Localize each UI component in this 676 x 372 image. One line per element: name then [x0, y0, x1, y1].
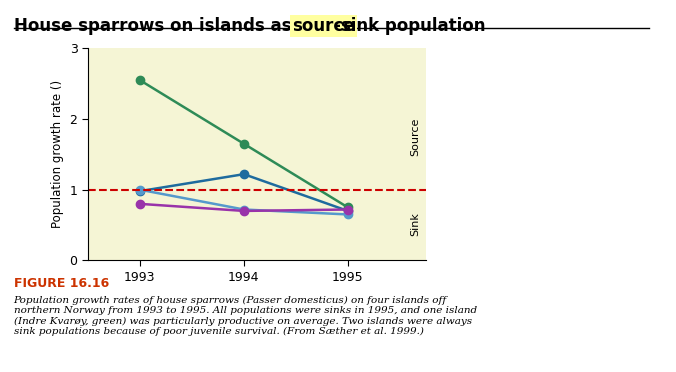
Text: FIGURE 16.16: FIGURE 16.16: [14, 277, 109, 290]
Text: House sparrows on islands as a: House sparrows on islands as a: [14, 17, 314, 35]
Text: Source: Source: [410, 118, 420, 156]
Text: source: source: [292, 17, 355, 35]
Y-axis label: Population growth rate (): Population growth rate (): [51, 80, 64, 228]
Text: Population growth rates of house sparrows (Passer domesticus) on four islands of: Population growth rates of house sparrow…: [14, 296, 477, 336]
Text: Sink: Sink: [410, 212, 420, 235]
Text: -sink population: -sink population: [334, 17, 485, 35]
